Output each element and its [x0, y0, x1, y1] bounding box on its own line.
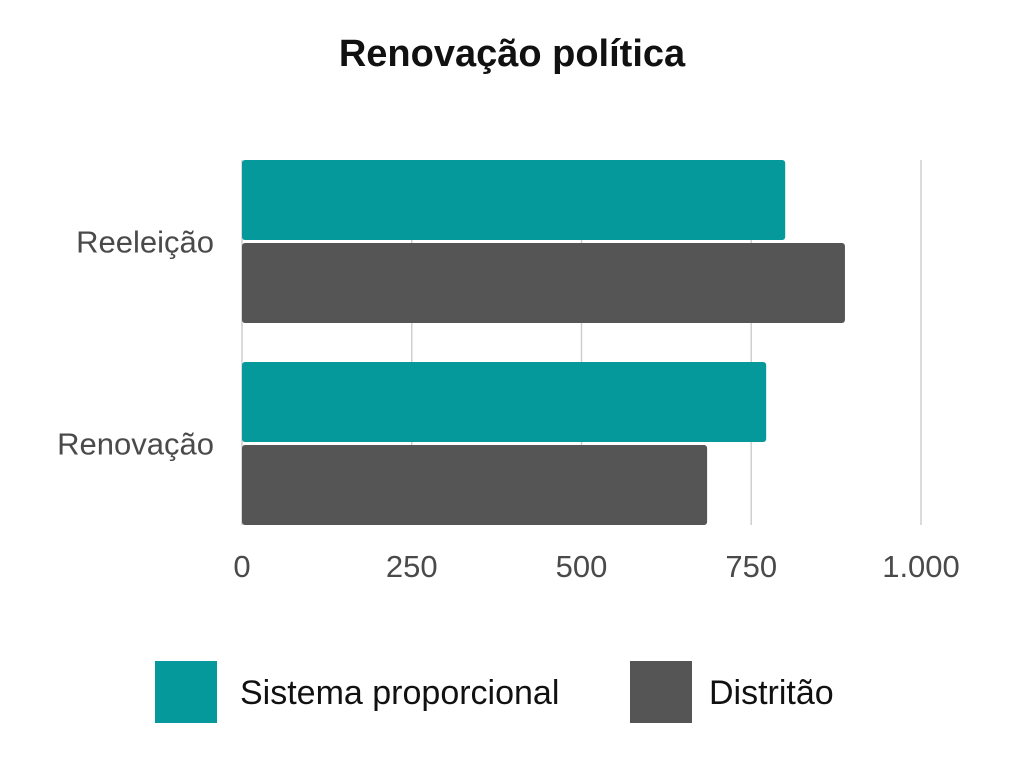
category-labels: Reeleição Renovação [57, 225, 214, 462]
legend-swatch-sistema-proporcional [155, 661, 217, 723]
legend: Sistema proporcional Distritão [155, 661, 834, 723]
legend-swatch-distritao [630, 661, 692, 723]
bar-renovacao-distritao [242, 445, 708, 525]
x-tick-label-250: 250 [386, 549, 438, 584]
category-label-renovacao: Renovação [57, 427, 214, 462]
category-label-reeleicao: Reeleição [76, 225, 214, 260]
x-tick-label-0: 0 [233, 549, 250, 584]
legend-label-distritao: Distritão [709, 674, 834, 712]
bar-renovacao-sistema-proporcional [242, 362, 767, 442]
bar-reeleicao-sistema-proporcional [242, 160, 786, 240]
bar-reeleicao-distritao [242, 243, 845, 323]
x-tick-labels: 0 250 500 750 1.000 [233, 549, 959, 584]
legend-label-sistema-proporcional: Sistema proporcional [240, 674, 559, 712]
chart-title: Renovação política [339, 33, 686, 75]
x-tick-label-1-000: 1.000 [882, 549, 960, 584]
x-tick-label-750: 750 [725, 549, 777, 584]
bars [242, 160, 845, 525]
x-tick-label-500: 500 [556, 549, 608, 584]
